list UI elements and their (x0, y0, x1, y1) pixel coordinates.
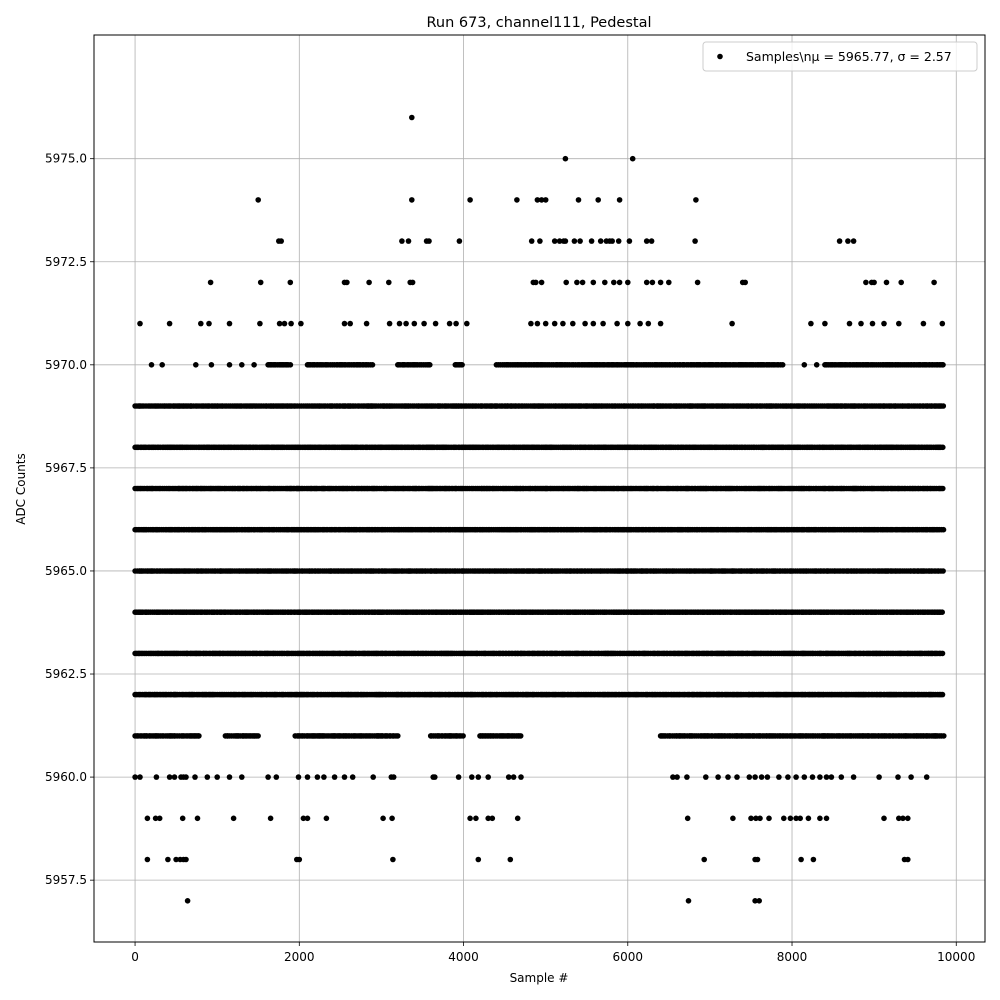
data-point (940, 568, 946, 574)
data-point (287, 362, 294, 368)
data-point (459, 362, 465, 368)
data-point (940, 362, 946, 368)
data-point (517, 733, 524, 739)
data-point (940, 485, 946, 492)
data-point (940, 444, 946, 451)
data-point (137, 320, 143, 327)
data-point (460, 733, 466, 739)
data-point (939, 650, 946, 657)
data-points (132, 114, 947, 904)
data-point (939, 691, 946, 698)
data-point (427, 362, 433, 368)
data-point (939, 609, 945, 615)
data-point (779, 362, 786, 368)
data-point (941, 733, 947, 739)
data-point (255, 733, 261, 739)
data-point (369, 362, 376, 368)
data-point (940, 403, 947, 409)
data-point (395, 733, 401, 739)
data-point (196, 733, 202, 739)
data-point (940, 526, 947, 533)
